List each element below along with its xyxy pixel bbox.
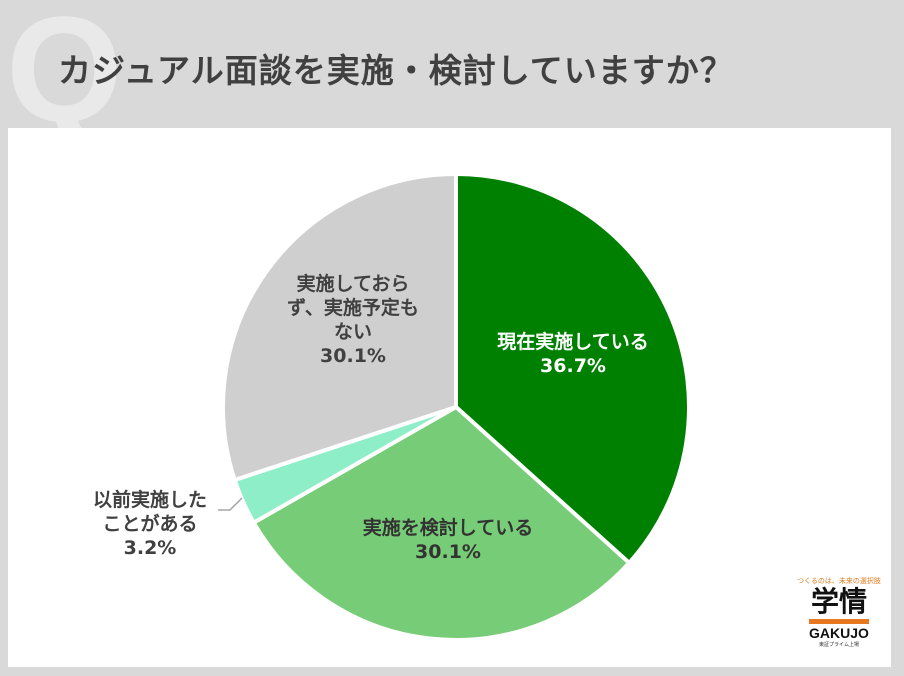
label-not-implemented-line2: ず、実施予定も — [287, 297, 419, 319]
label-considering: 実施を検討している 30.1% — [338, 516, 558, 564]
logo-tagline: つくるのは、未来の選択肢 — [797, 577, 881, 585]
logo-wordmark: GAKUJO — [809, 625, 869, 641]
label-currently-implementing-value: 36.7% — [540, 355, 606, 377]
pie-chart — [218, 172, 691, 642]
logo-bar — [809, 619, 869, 624]
label-previously-implemented-value: 3.2% — [123, 537, 177, 559]
slice-considering — [251, 405, 632, 642]
label-not-implemented-line3: ない — [333, 321, 372, 343]
q-watermark: Q — [6, 0, 123, 153]
label-not-implemented-line1: 実施しておら — [296, 273, 410, 295]
label-currently-implementing: 現在実施している 36.7% — [468, 330, 678, 378]
chart-panel: 現在実施している 36.7% 実施を検討している 30.1% 以前実施した こと… — [8, 128, 891, 667]
slice-not-implemented — [221, 172, 458, 482]
gakujo-logo: つくるのは、未来の選択肢 学情 GAKUJO 東証プライム上場 — [794, 574, 884, 658]
label-considering-value: 30.1% — [415, 541, 481, 563]
label-currently-implementing-line1: 現在実施している — [497, 331, 649, 353]
label-previously-implemented-line1: 以前実施した — [92, 489, 207, 511]
label-not-implemented: 実施しておら ず、実施予定も ない 30.1% — [268, 272, 438, 368]
logo-sub: 東証プライム上場 — [819, 642, 859, 648]
page-title: カジュアル面談を実施・検討していますか？ — [58, 51, 734, 90]
slice-currently-implementing — [454, 172, 691, 565]
logo-mark: 学情 — [810, 585, 867, 618]
label-previously-implemented-line2: ことがある — [102, 513, 198, 535]
label-not-implemented-value: 30.1% — [320, 345, 386, 367]
label-considering-line1: 実施を検討している — [362, 517, 534, 539]
leader-line-previously-implemented — [218, 497, 243, 511]
label-previously-implemented: 以前実施した ことがある 3.2% — [70, 488, 230, 560]
